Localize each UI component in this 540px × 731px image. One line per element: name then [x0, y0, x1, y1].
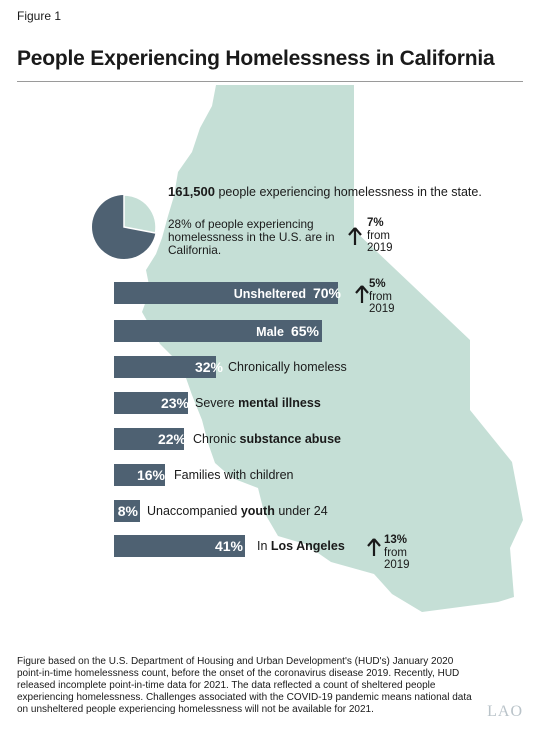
bar-value-mental: 23%	[161, 392, 189, 414]
bar-youth	[114, 500, 140, 522]
bar-substance-abuse	[114, 428, 185, 450]
bar-families	[114, 464, 166, 486]
label-text: Severe	[195, 396, 239, 410]
label-bold-text: mental illness	[238, 396, 321, 410]
bar-value: 41%	[214, 538, 243, 554]
bar-los-angeles	[114, 535, 246, 557]
figure-label: Figure 1	[17, 9, 62, 23]
unsheltered-change: 5% from 2019	[369, 278, 395, 316]
total-count-text: 161,500 people experiencing homelessness…	[168, 184, 482, 199]
bar-value-youth: 8%	[118, 500, 138, 522]
us-share-pie	[91, 194, 157, 260]
la-change-year: 2019	[384, 559, 410, 571]
bar-value-la: 41%	[215, 535, 243, 557]
bar-value: 23%	[160, 395, 189, 411]
la-change: 13% from 2019	[384, 534, 410, 572]
bar-value: 22%	[157, 431, 186, 447]
california-outline	[142, 85, 523, 612]
la-change-from: from	[384, 546, 407, 559]
lao-logo: LAO	[487, 703, 523, 720]
total-label: people experiencing homelessness in the …	[215, 185, 482, 199]
unsheltered-change-pct: 5%	[369, 278, 386, 290]
bar-label-unsheltered: Unsheltered 70%	[234, 282, 341, 304]
bar-value-substance: 22%	[158, 428, 186, 450]
label-bold-text: substance abuse	[239, 432, 341, 446]
total-value: 161,500	[168, 184, 215, 199]
label-bold-text: youth	[240, 504, 275, 518]
bar-value: 16%	[136, 467, 165, 483]
label-bold-text: Los Angeles	[270, 539, 345, 553]
bar-side-label-youth: Unaccompanied youth under 24	[147, 500, 328, 522]
label-text: Chronic	[193, 432, 240, 446]
label-text: Chronically homeless	[228, 360, 347, 374]
unsheltered-change-year: 2019	[369, 303, 395, 315]
bar-mental-illness	[114, 392, 188, 414]
bar-value: 70%	[312, 285, 341, 301]
bar-side-label-mental: Severe mental illness	[195, 392, 321, 414]
bar-side-label-la: In Los Angeles	[257, 535, 345, 557]
share-change: 7% from 2019	[367, 217, 393, 255]
bar-side-label-substance: Chronic substance abuse	[193, 428, 341, 450]
arrow-up-icon	[367, 538, 381, 556]
bar-inside-label: Male	[256, 325, 284, 339]
label-text: Families with children	[174, 468, 294, 482]
label-text: Unaccompanied	[147, 504, 241, 518]
share-change-from: from	[367, 229, 390, 242]
bar-value-families: 16%	[137, 464, 165, 486]
bar-inside-label: Unsheltered	[233, 287, 306, 301]
label-text-end: under 24	[274, 504, 328, 518]
bar-side-label-chronic: Chronically homeless	[228, 356, 347, 378]
bar-value: 65%	[290, 323, 319, 339]
bar-chronically-homeless	[114, 356, 217, 378]
unsheltered-change-from: from	[369, 290, 392, 303]
share-change-year: 2019	[367, 242, 393, 254]
share-change-pct: 7%	[367, 217, 384, 229]
bar-side-label-families: Families with children	[174, 464, 293, 486]
footnote: Figure based on the U.S. Department of H…	[17, 656, 472, 715]
page-title: People Experiencing Homelessness in Cali…	[17, 47, 495, 70]
pie-slice-california	[123, 194, 157, 234]
arrow-up-icon	[348, 227, 362, 245]
bar-value-chronic: 32%	[195, 356, 223, 378]
bar-male	[114, 320, 322, 342]
la-change-pct: 13%	[384, 534, 408, 546]
title-divider	[17, 81, 523, 82]
bar-unsheltered	[114, 282, 338, 304]
bar-value: 32%	[194, 359, 223, 375]
us-share-text: 28% of people experiencing homelessness …	[168, 217, 335, 257]
label-text: In	[257, 539, 271, 553]
bar-label-male: Male 65%	[256, 320, 319, 342]
arrow-up-icon	[355, 285, 369, 303]
bar-value: 8%	[117, 503, 138, 519]
